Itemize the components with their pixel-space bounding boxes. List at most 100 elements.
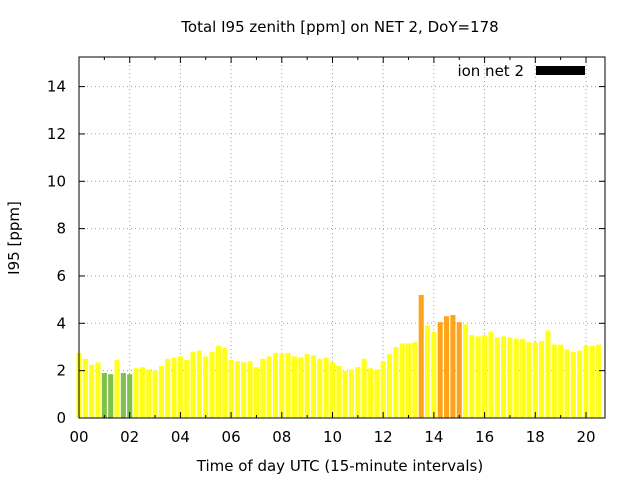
bar bbox=[260, 358, 266, 418]
bar bbox=[279, 354, 285, 418]
bar bbox=[177, 356, 183, 418]
bar bbox=[412, 342, 418, 418]
bar bbox=[393, 346, 399, 418]
bar bbox=[234, 361, 240, 418]
bar bbox=[399, 343, 405, 418]
bar bbox=[507, 337, 513, 418]
bar bbox=[386, 354, 393, 418]
bar bbox=[95, 362, 101, 418]
bar bbox=[253, 367, 259, 418]
bar bbox=[564, 349, 570, 418]
bar bbox=[475, 336, 481, 418]
bar bbox=[425, 325, 431, 418]
bar bbox=[114, 360, 120, 418]
x-tick-label: 10 bbox=[323, 428, 342, 446]
bar bbox=[139, 367, 145, 418]
bar bbox=[158, 365, 164, 418]
bar bbox=[374, 369, 380, 418]
bar bbox=[444, 316, 450, 418]
bar bbox=[101, 373, 107, 418]
bar bbox=[570, 351, 576, 418]
bar bbox=[526, 342, 532, 418]
bar bbox=[196, 350, 202, 418]
bar bbox=[266, 356, 272, 418]
bar bbox=[298, 357, 304, 418]
bar bbox=[348, 369, 355, 418]
bar bbox=[146, 369, 152, 418]
bar bbox=[494, 337, 500, 418]
bar bbox=[171, 357, 177, 418]
bars bbox=[76, 294, 602, 418]
x-tick-label: 02 bbox=[120, 428, 139, 446]
y-tick-label: 12 bbox=[47, 125, 66, 143]
bar bbox=[310, 355, 317, 418]
bar bbox=[577, 350, 583, 418]
bar bbox=[583, 345, 589, 418]
bar bbox=[589, 345, 595, 418]
x-tick-label: 16 bbox=[475, 428, 494, 446]
y-tick-label: 8 bbox=[56, 220, 66, 238]
bar bbox=[285, 352, 291, 418]
bar bbox=[431, 331, 437, 418]
chart-title: Total I95 zenith [ppm] on NET 2, DoY=178 bbox=[180, 18, 498, 36]
bar bbox=[355, 367, 361, 418]
bar bbox=[336, 365, 342, 418]
bar bbox=[215, 345, 221, 418]
x-tick-label: 00 bbox=[69, 428, 88, 446]
bar bbox=[361, 358, 367, 418]
bar bbox=[596, 344, 602, 418]
bar bbox=[520, 338, 526, 418]
bar bbox=[133, 368, 139, 418]
x-tick-label: 14 bbox=[424, 428, 443, 446]
bar bbox=[450, 315, 456, 418]
y-axis-label: I95 [ppm] bbox=[5, 201, 23, 275]
bar bbox=[89, 364, 95, 418]
y-tick-label: 4 bbox=[56, 314, 66, 332]
legend-label: ion net 2 bbox=[457, 62, 524, 80]
y-tick-label: 14 bbox=[47, 78, 66, 96]
bar bbox=[437, 322, 443, 418]
bar bbox=[532, 342, 538, 418]
bar bbox=[323, 357, 329, 418]
grid-lines bbox=[79, 57, 605, 418]
y-tick-label: 6 bbox=[56, 267, 66, 285]
y-tick-label: 10 bbox=[47, 172, 66, 190]
plot-frame bbox=[78, 56, 606, 419]
bar bbox=[367, 368, 374, 418]
x-tick-label: 18 bbox=[526, 428, 545, 446]
legend-swatch bbox=[536, 66, 585, 75]
x-axis-label: Time of day UTC (15-minute intervals) bbox=[196, 457, 483, 475]
bar bbox=[488, 331, 494, 418]
bar bbox=[304, 354, 310, 418]
bar bbox=[469, 335, 475, 418]
bar bbox=[190, 351, 196, 418]
bar bbox=[291, 356, 298, 418]
bar bbox=[203, 356, 209, 418]
bar bbox=[551, 344, 557, 418]
x-tick-label: 08 bbox=[272, 428, 291, 446]
bar bbox=[406, 343, 412, 418]
legend: ion net 2 bbox=[457, 62, 585, 80]
bar bbox=[545, 330, 551, 418]
bar bbox=[152, 370, 158, 418]
bar bbox=[228, 360, 234, 418]
bar bbox=[222, 348, 228, 418]
bar bbox=[558, 344, 564, 418]
x-tick-label: 06 bbox=[222, 428, 241, 446]
bar bbox=[482, 335, 488, 418]
bar bbox=[127, 374, 133, 418]
y-tick-label: 0 bbox=[56, 409, 66, 427]
bar bbox=[184, 360, 190, 418]
x-tick-label: 12 bbox=[374, 428, 393, 446]
bar bbox=[342, 370, 348, 418]
bar bbox=[247, 361, 253, 418]
bar bbox=[329, 362, 336, 418]
x-tick-label: 20 bbox=[576, 428, 595, 446]
y-tick-label: 2 bbox=[56, 362, 66, 380]
bar bbox=[272, 352, 278, 418]
bar bbox=[241, 362, 247, 418]
bar bbox=[108, 374, 114, 418]
bar bbox=[120, 373, 126, 418]
